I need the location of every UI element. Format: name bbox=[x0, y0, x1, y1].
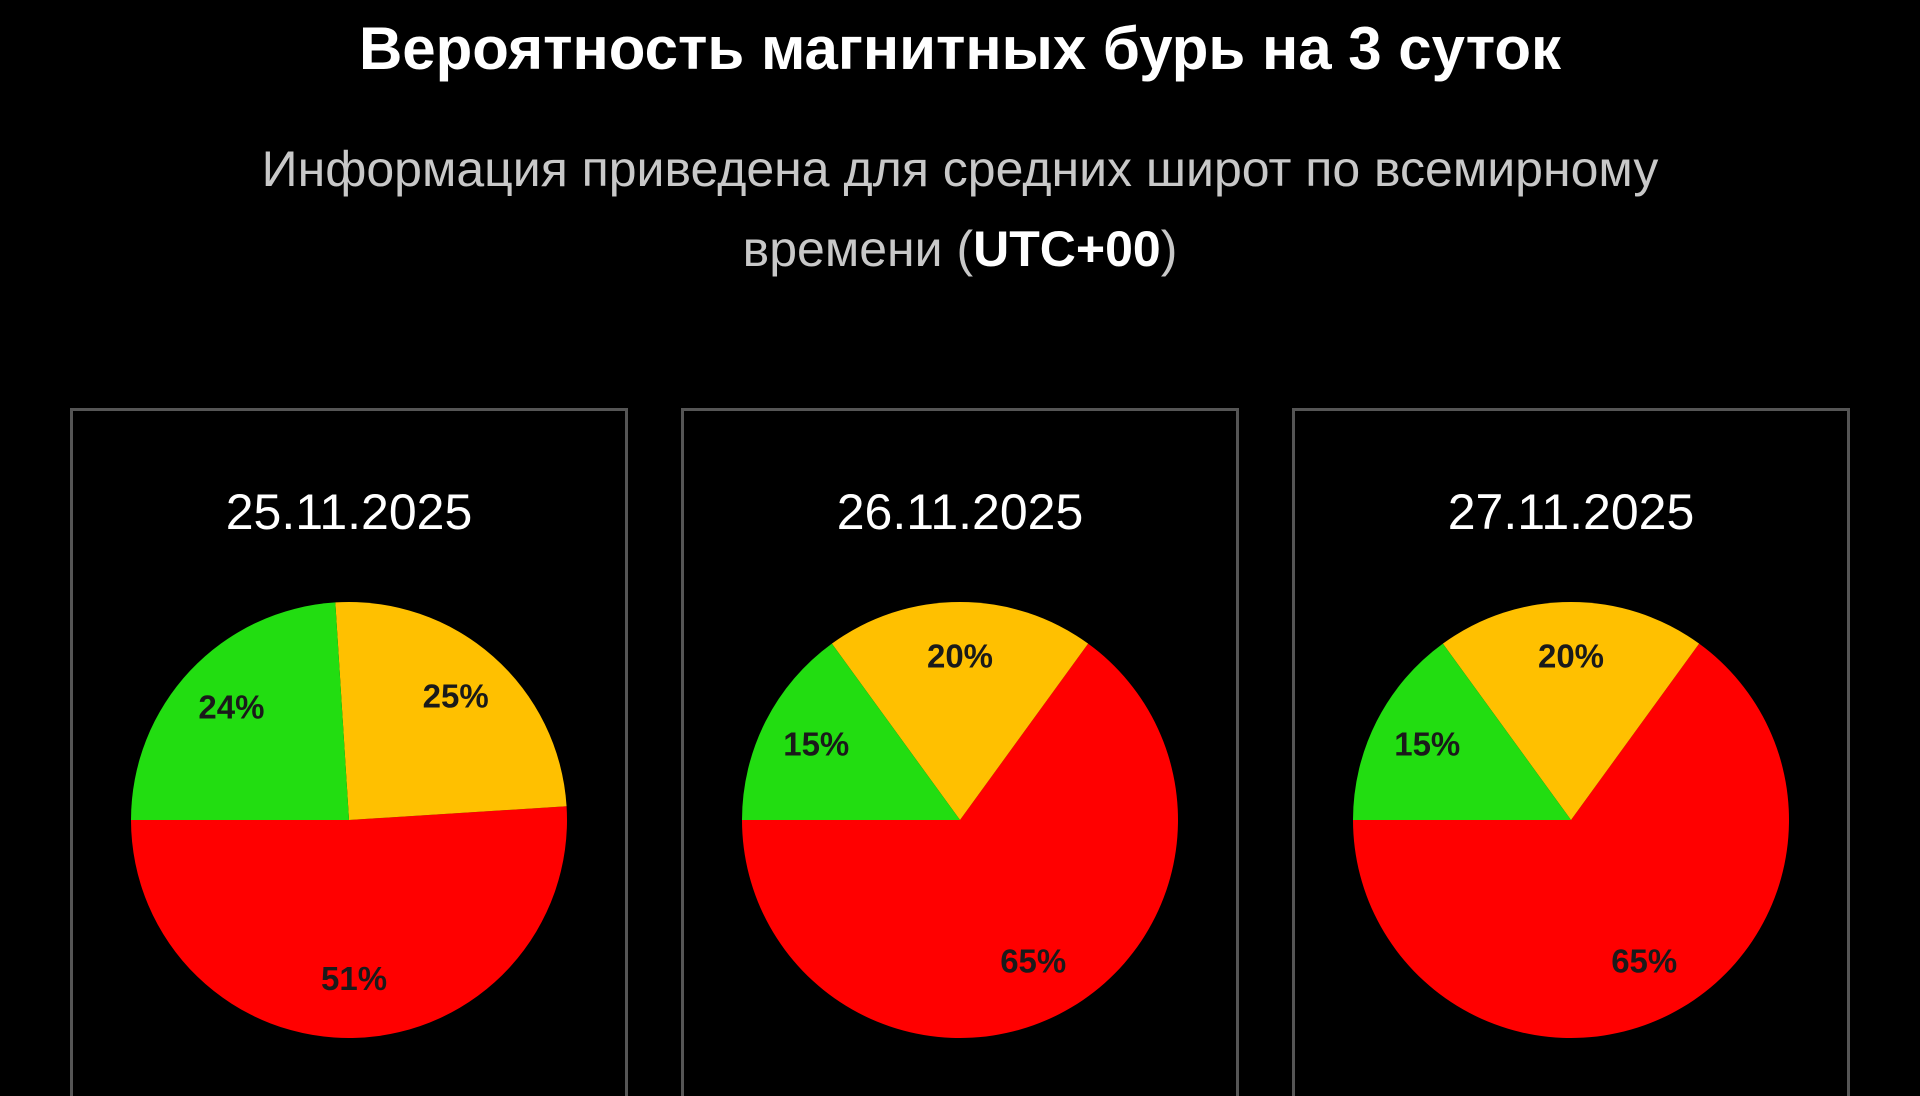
subtitle-text: ) bbox=[1160, 221, 1178, 277]
subtitle-emphasis: UTC+00 bbox=[973, 221, 1161, 277]
page-title: Вероятность магнитных бурь на 3 суток bbox=[358, 15, 1562, 82]
pie-chart: 27.11.2025 65% 20% 15% bbox=[1353, 484, 1789, 1038]
pie-slice bbox=[742, 643, 960, 820]
slice-label: 15% bbox=[783, 725, 849, 762]
subtitle: времени (UTC+00) bbox=[0, 220, 1920, 278]
slice-label: 20% bbox=[1538, 637, 1604, 674]
chart-title: 26.11.2025 bbox=[837, 484, 1084, 540]
slice-label: 65% bbox=[1611, 942, 1677, 979]
chart-title: 27.11.2025 bbox=[1448, 484, 1695, 540]
chart-title: 25.11.2025 bbox=[226, 484, 473, 540]
pie-chart: 26.11.2025 65% 20% 15% bbox=[742, 484, 1178, 1038]
subtitle: Информация приведена для средних широт п… bbox=[261, 141, 1659, 197]
pie-slice bbox=[831, 602, 1089, 820]
pie-slice bbox=[1442, 602, 1700, 820]
slice-label: 20% bbox=[927, 637, 993, 674]
slice-label: 51% bbox=[321, 960, 387, 997]
pie-slice bbox=[335, 602, 567, 820]
slice-label: 25% bbox=[423, 678, 489, 715]
subtitle-text: времени ( bbox=[742, 221, 974, 277]
pie-slice bbox=[1353, 643, 1571, 820]
pie-slice bbox=[131, 806, 567, 1039]
pie-slice bbox=[131, 602, 349, 820]
slice-label: 24% bbox=[198, 688, 264, 725]
chart-panel: 26.11.2025 65% 20% 15% bbox=[681, 408, 1239, 1096]
slice-label: 15% bbox=[1394, 725, 1460, 762]
chart-panel: 27.11.2025 65% 20% 15% bbox=[1292, 408, 1850, 1096]
pie-slice bbox=[742, 643, 1178, 1038]
chart-panel: 25.11.2025 51% 25% 24% bbox=[70, 408, 628, 1096]
slice-label: 65% bbox=[1000, 942, 1066, 979]
pie-slice bbox=[1353, 643, 1789, 1038]
pie-chart: 25.11.2025 51% 25% 24% bbox=[131, 484, 567, 1039]
